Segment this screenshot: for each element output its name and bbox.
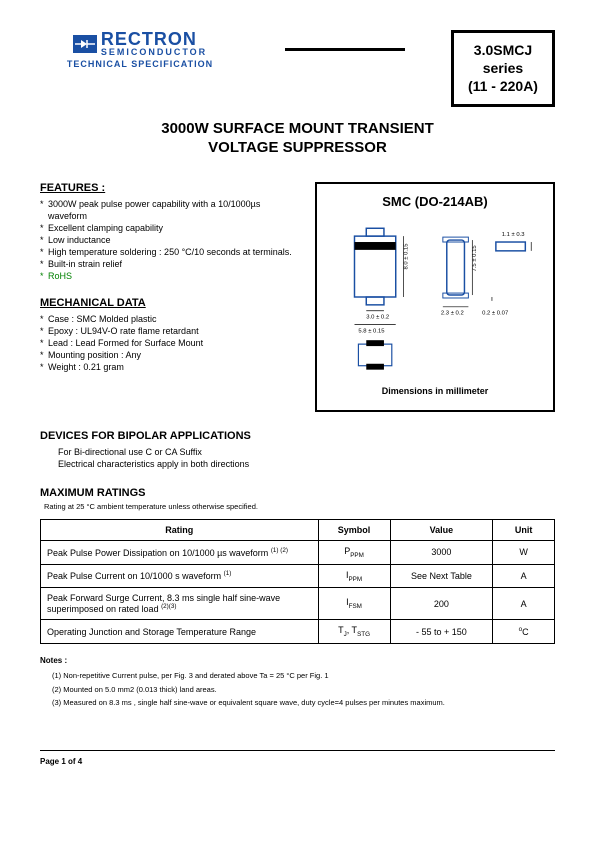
package-diagram: 8.0 ± 0.15 3.0 ± 0.2 5.8 ± 0.15 7.5 ± 0.…	[327, 217, 543, 377]
dim-side-w: 2.3 ± 0.2	[441, 310, 464, 316]
logo-text: RECTRON SEMICONDUCTOR	[101, 30, 207, 57]
dim-body-w: 5.8 ± 0.15	[358, 328, 385, 334]
footer-divider	[40, 750, 555, 751]
features-heading: FEATURES :	[40, 182, 295, 194]
mechanical-heading: MECHANICAL DATA	[40, 297, 295, 309]
series-line1: 3.0SMCJ	[468, 41, 538, 59]
table-row: Peak Forward Surge Current, 8.3 ms singl…	[41, 588, 555, 620]
value-cell: See Next Table	[390, 564, 493, 588]
dim-body-h: 8.0 ± 0.15	[404, 242, 410, 269]
brand-subname: SEMICONDUCTOR	[101, 48, 207, 57]
col-unit: Unit	[493, 519, 555, 540]
package-box: SMC (DO-214AB) 8.0 ± 0.15 3.0 ± 0.2 5.8 …	[315, 182, 555, 412]
unit-cell: oC	[493, 620, 555, 644]
table-row: Peak Pulse Power Dissipation on 10/1000 …	[41, 540, 555, 564]
page-number: Page 1 of 4	[40, 757, 555, 766]
col-value: Value	[390, 519, 493, 540]
header-row: RECTRON SEMICONDUCTOR TECHNICAL SPECIFIC…	[40, 30, 555, 107]
logo: RECTRON SEMICONDUCTOR	[73, 30, 207, 57]
table-header-row: Rating Symbol Value Unit	[41, 519, 555, 540]
feature-item: Built-in strain relief	[40, 258, 295, 270]
bipolar-line2: Electrical characteristics apply in both…	[58, 458, 555, 471]
title-line1: 3000W SURFACE MOUNT TRANSIENT	[40, 119, 555, 139]
logo-block: RECTRON SEMICONDUCTOR TECHNICAL SPECIFIC…	[40, 30, 240, 69]
bipolar-heading: DEVICES FOR BIPOLAR APPLICATIONS	[40, 430, 555, 442]
mechanical-item: Mounting position : Any	[40, 349, 295, 361]
mechanical-item: Case : SMC Molded plastic	[40, 313, 295, 325]
series-box: 3.0SMCJ series (11 - 220A)	[451, 30, 555, 107]
rating-cell: Peak Forward Surge Current, 8.3 ms singl…	[41, 588, 319, 620]
feature-item: Excellent clamping capability	[40, 222, 295, 234]
features-list: 3000W peak pulse power capability with a…	[40, 198, 295, 283]
bipolar-line1: For Bi-directional use C or CA Suffix	[58, 446, 555, 459]
note-item: (1) Non-repetitive Current pulse, per Fi…	[52, 669, 555, 683]
table-row: Peak Pulse Current on 10/1000 s waveform…	[41, 564, 555, 588]
unit-cell: A	[493, 588, 555, 620]
dim-lead-w: 3.0 ± 0.2	[366, 314, 389, 320]
note-item: (3) Measured on 8.3 ms , single half sin…	[52, 696, 555, 710]
brand-name: RECTRON	[101, 30, 207, 48]
col-rating: Rating	[41, 519, 319, 540]
dim-foot: 0.2 ± 0.07	[482, 310, 508, 316]
notes-list: (1) Non-repetitive Current pulse, per Fi…	[52, 669, 555, 710]
max-ratings-subtext: Rating at 25 °C ambient temperature unle…	[44, 502, 555, 511]
left-column: FEATURES : 3000W peak pulse power capabi…	[40, 182, 295, 412]
symbol-cell: IFSM	[318, 588, 390, 620]
ratings-tbody: Peak Pulse Power Dissipation on 10/1000 …	[41, 540, 555, 643]
ratings-table: Rating Symbol Value Unit Peak Pulse Powe…	[40, 519, 555, 644]
table-row: Operating Junction and Storage Temperatu…	[41, 620, 555, 644]
value-cell: 200	[390, 588, 493, 620]
dim-thick: 1.1 ± 0.3	[502, 232, 526, 238]
max-ratings-heading: MAXIMUM RATINGS	[40, 487, 555, 499]
symbol-cell: PPPM	[318, 540, 390, 564]
rating-cell: Peak Pulse Current on 10/1000 s waveform…	[41, 564, 319, 588]
title-line2: VOLTAGE SUPPRESSOR	[40, 138, 555, 158]
feature-item: High temperature soldering : 250 °C/10 s…	[40, 246, 295, 258]
mechanical-item: Weight : 0.21 gram	[40, 361, 295, 373]
symbol-cell: TJ, TSTG	[318, 620, 390, 644]
mechanical-item: Epoxy : UL94V-O rate flame retardant	[40, 325, 295, 337]
symbol-cell: IPPM	[318, 564, 390, 588]
brand-tagline: TECHNICAL SPECIFICATION	[67, 59, 213, 69]
note-item: (2) Mounted on 5.0 mm2 (0.013 thick) lan…	[52, 683, 555, 697]
header-divider	[285, 48, 405, 51]
rating-cell: Peak Pulse Power Dissipation on 10/1000 …	[41, 540, 319, 564]
series-line2: series	[468, 59, 538, 77]
feature-item: 3000W peak pulse power capability with a…	[40, 198, 295, 222]
dimension-note: Dimensions in millimeter	[327, 386, 543, 396]
unit-cell: W	[493, 540, 555, 564]
col-symbol: Symbol	[318, 519, 390, 540]
feature-item-rohs: RoHS	[40, 270, 295, 282]
content-columns: FEATURES : 3000W peak pulse power capabi…	[40, 182, 555, 412]
rating-cell: Operating Junction and Storage Temperatu…	[41, 620, 319, 644]
value-cell: 3000	[390, 540, 493, 564]
bipolar-section: DEVICES FOR BIPOLAR APPLICATIONS For Bi-…	[40, 430, 555, 471]
series-line3: (11 - 220A)	[468, 77, 538, 95]
page-title: 3000W SURFACE MOUNT TRANSIENT VOLTAGE SU…	[40, 119, 555, 158]
unit-cell: A	[493, 564, 555, 588]
package-title: SMC (DO-214AB)	[327, 194, 543, 209]
dim-side-h: 7.5 ± 0.15	[472, 244, 478, 271]
mechanical-list: Case : SMC Molded plastic Epoxy : UL94V-…	[40, 313, 295, 374]
right-column: SMC (DO-214AB) 8.0 ± 0.15 3.0 ± 0.2 5.8 …	[315, 182, 555, 412]
value-cell: - 55 to + 150	[390, 620, 493, 644]
feature-item: Low inductance	[40, 234, 295, 246]
mechanical-item: Lead : Lead Formed for Surface Mount	[40, 337, 295, 349]
notes-heading: Notes :	[40, 656, 555, 665]
diode-icon	[73, 35, 97, 53]
